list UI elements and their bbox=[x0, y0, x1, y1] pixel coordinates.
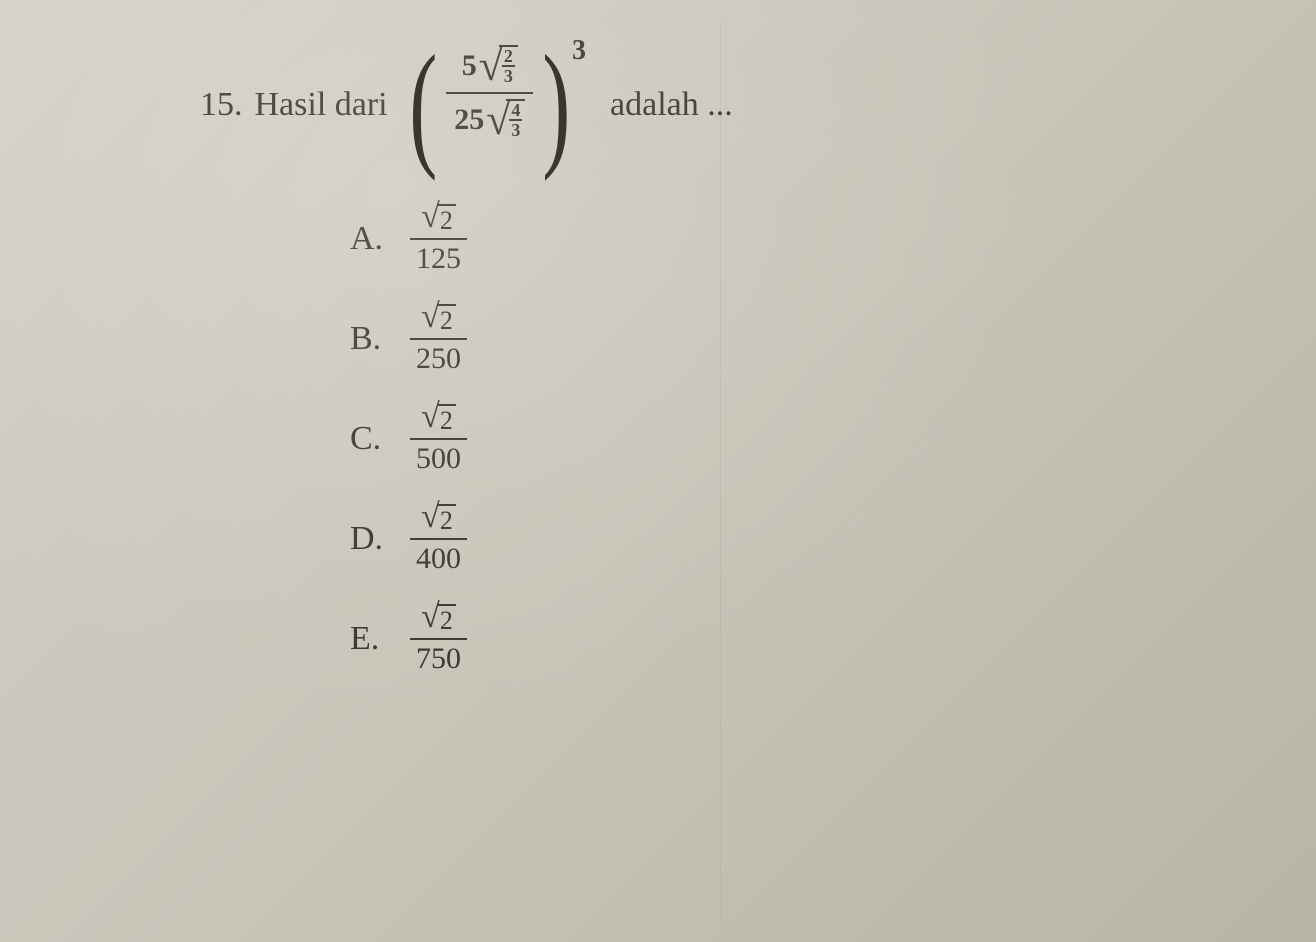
answer-fraction: √ 2 400 bbox=[410, 500, 467, 578]
answer-denominator: 750 bbox=[410, 640, 467, 678]
answer-label: B. bbox=[350, 320, 400, 358]
answer-numerator: √ 2 bbox=[415, 600, 462, 638]
answer-denominator: 250 bbox=[410, 340, 467, 378]
answer-label: C. bbox=[350, 420, 400, 458]
numerator-radicand: 2 3 bbox=[499, 45, 518, 85]
question-number: 15. bbox=[200, 86, 243, 124]
main-denominator: 25 √ 4 3 bbox=[446, 94, 533, 146]
answer-sqrt: √ 2 bbox=[421, 302, 456, 336]
answer-sqrt: √ 2 bbox=[421, 602, 456, 636]
answer-radicand: 2 bbox=[437, 204, 456, 236]
answer-b: B. √ 2 250 bbox=[350, 300, 1116, 378]
answer-fraction: √ 2 125 bbox=[410, 200, 467, 278]
answer-label: A. bbox=[350, 220, 400, 258]
main-fraction: 5 √ 2 3 25 √ bbox=[446, 40, 533, 146]
answer-denominator: 500 bbox=[410, 440, 467, 478]
page-divider bbox=[720, 20, 721, 922]
question-line: 15. Hasil dari ( 5 √ 2 3 bbox=[200, 40, 1116, 170]
numerator-inner-frac: 2 3 bbox=[502, 47, 515, 85]
inner-frac-den: 3 bbox=[502, 67, 515, 85]
denominator-inner-frac: 4 3 bbox=[509, 101, 522, 139]
main-numerator: 5 √ 2 3 bbox=[454, 40, 526, 92]
answer-denominator: 125 bbox=[410, 240, 467, 278]
denominator-coeff: 25 bbox=[454, 103, 484, 137]
exponent: 3 bbox=[572, 35, 586, 67]
answer-fraction: √ 2 250 bbox=[410, 300, 467, 378]
numerator-sqrt: √ 2 3 bbox=[479, 44, 518, 88]
answer-numerator: √ 2 bbox=[415, 300, 462, 338]
paren-left: ( bbox=[409, 40, 437, 170]
answer-list: A. √ 2 125 B. √ 2 250 C. bbox=[350, 200, 1116, 678]
question-text-before: Hasil dari bbox=[255, 86, 388, 124]
answer-radicand: 2 bbox=[437, 304, 456, 336]
answer-numerator: √ 2 bbox=[415, 400, 462, 438]
inner-frac-den: 3 bbox=[509, 121, 522, 139]
inner-frac-num: 2 bbox=[502, 47, 515, 65]
answer-sqrt: √ 2 bbox=[421, 202, 456, 236]
denominator-radicand: 4 3 bbox=[506, 99, 525, 139]
answer-c: C. √ 2 500 bbox=[350, 400, 1116, 478]
answer-label: E. bbox=[350, 620, 400, 658]
answer-denominator: 400 bbox=[410, 540, 467, 578]
answer-a: A. √ 2 125 bbox=[350, 200, 1116, 278]
paren-right: ) bbox=[543, 40, 571, 170]
answer-sqrt: √ 2 bbox=[421, 502, 456, 536]
question-expression: ( 5 √ 2 3 25 bbox=[400, 40, 586, 170]
answer-e: E. √ 2 750 bbox=[350, 600, 1116, 678]
answer-label: D. bbox=[350, 520, 400, 558]
answer-radicand: 2 bbox=[437, 404, 456, 436]
question-text-after: adalah ... bbox=[610, 86, 733, 124]
answer-fraction: √ 2 500 bbox=[410, 400, 467, 478]
denominator-sqrt: √ 4 3 bbox=[486, 98, 525, 142]
answer-numerator: √ 2 bbox=[415, 500, 462, 538]
answer-fraction: √ 2 750 bbox=[410, 600, 467, 678]
answer-d: D. √ 2 400 bbox=[350, 500, 1116, 578]
answer-radicand: 2 bbox=[437, 504, 456, 536]
inner-frac-num: 4 bbox=[509, 101, 522, 119]
answer-sqrt: √ 2 bbox=[421, 402, 456, 436]
numerator-coeff: 5 bbox=[462, 49, 477, 83]
answer-numerator: √ 2 bbox=[415, 200, 462, 238]
answer-radicand: 2 bbox=[437, 604, 456, 636]
